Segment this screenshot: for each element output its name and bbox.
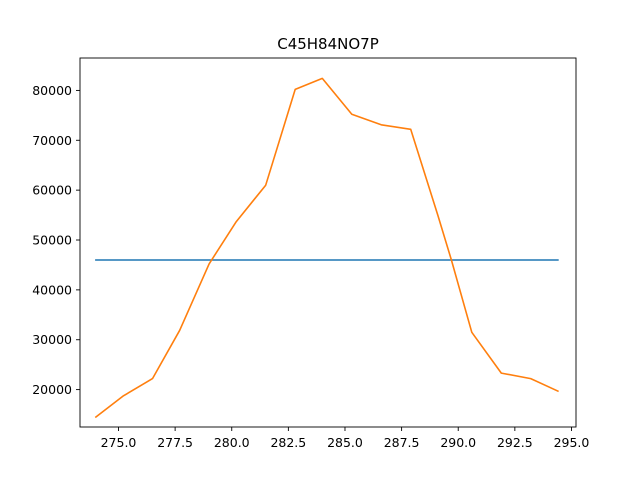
y-tick-label: 70000 bbox=[32, 133, 72, 148]
x-tick-label: 275.0 bbox=[101, 435, 137, 450]
y-tick-label: 60000 bbox=[32, 183, 72, 198]
x-tick-label: 295.0 bbox=[554, 435, 590, 450]
series-line-2 bbox=[94, 77, 559, 419]
x-tick-label: 292.5 bbox=[497, 435, 533, 450]
x-tick-label: 280.0 bbox=[214, 435, 250, 450]
y-tick-label: 20000 bbox=[32, 382, 72, 397]
x-tick-label: 282.5 bbox=[270, 435, 306, 450]
x-tick-label: 287.5 bbox=[384, 435, 420, 450]
y-tick-label: 80000 bbox=[32, 83, 72, 98]
y-tick-label: 50000 bbox=[32, 233, 72, 248]
y-tick-label: 40000 bbox=[32, 282, 72, 297]
plot-frame bbox=[79, 57, 577, 428]
series-layer bbox=[94, 77, 559, 419]
axes-layer: 275.0 277.5 280.0 282.5 285.0 287.5 290.0 292.5… bbox=[32, 57, 590, 450]
x-tick-label: 290.0 bbox=[440, 435, 476, 450]
x-tick-label: 285.0 bbox=[327, 435, 363, 450]
x-tick-label: 277.5 bbox=[157, 435, 193, 450]
chart-title: C45H84NO7P bbox=[277, 35, 379, 53]
y-tick-label: 30000 bbox=[32, 332, 72, 347]
